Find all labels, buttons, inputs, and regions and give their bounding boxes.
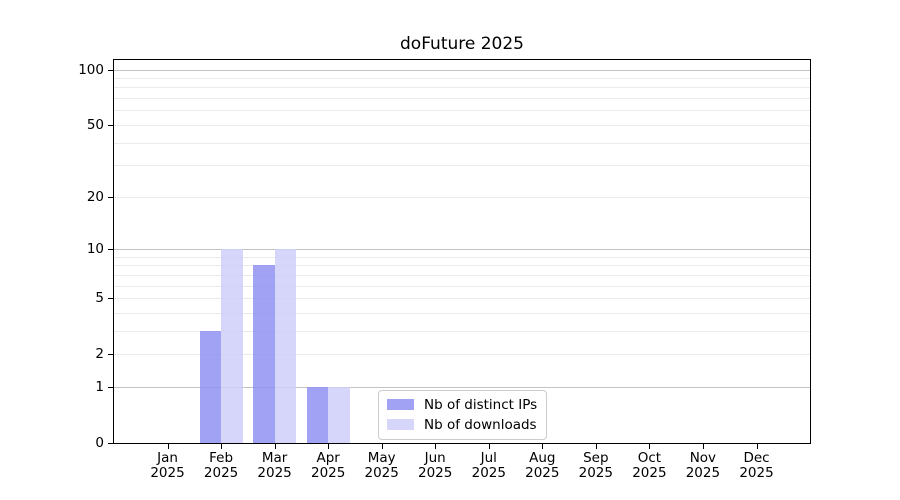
minor-gridline — [114, 330, 810, 332]
minor-gridline — [114, 285, 810, 287]
legend-swatch-distinct-ips — [387, 399, 414, 410]
x-axis-tick-label: May 2025 — [350, 451, 414, 481]
month-label: Mar — [261, 450, 288, 466]
month-label: Aug — [529, 450, 556, 466]
y-axis-tick — [108, 124, 113, 126]
year-label: 2025 — [311, 465, 346, 481]
x-axis-tick — [702, 444, 704, 449]
year-label: 2025 — [471, 465, 506, 481]
year-label: 2025 — [203, 465, 239, 481]
y-axis-tick — [108, 249, 113, 250]
month-label: Jun — [424, 450, 446, 466]
legend-entry-downloads: Nb of downloads — [387, 416, 537, 433]
bar-downloads-apr — [328, 386, 350, 443]
y-axis-tick-label: 0 — [95, 435, 104, 451]
month-label: Feb — [209, 450, 234, 466]
y-axis-tick-label: 50 — [86, 116, 104, 133]
x-axis-tick — [328, 444, 330, 449]
y-axis-tick — [108, 69, 113, 71]
bar-distinct-ips-feb — [199, 330, 222, 443]
y-axis-tick-label: 2 — [95, 346, 104, 363]
year-label: 2025 — [632, 465, 667, 481]
legend-label-downloads: Nb of downloads — [424, 416, 537, 433]
legend-entry-distinct-ips: Nb of distinct IPs — [387, 396, 537, 413]
minor-gridline — [114, 110, 810, 112]
y-axis-tick — [108, 443, 113, 444]
x-axis-tick — [542, 444, 544, 449]
x-axis-tick-label: Jan 2025 — [136, 451, 200, 481]
x-axis-tick — [435, 444, 437, 449]
minor-gridline — [114, 87, 810, 89]
x-axis-tick — [488, 444, 490, 449]
year-label: 2025 — [418, 465, 453, 481]
minor-gridline — [114, 265, 810, 267]
y-axis-tick — [108, 354, 113, 356]
year-label: 2025 — [364, 465, 399, 481]
bar-downloads-mar — [274, 249, 297, 443]
minor-gridline — [114, 98, 810, 100]
x-axis-tick — [167, 444, 169, 449]
month-label: Jan — [157, 450, 178, 466]
month-label: Oct — [637, 450, 662, 466]
minor-gridline — [114, 165, 810, 167]
y-axis-tick — [108, 196, 113, 198]
x-axis-tick — [274, 444, 276, 449]
legend-label-distinct-ips: Nb of distinct IPs — [424, 396, 538, 413]
y-axis-tick-label: 5 — [95, 290, 104, 306]
y-axis-tick-label: 20 — [86, 188, 104, 205]
major-gridline — [114, 386, 810, 388]
y-axis-tick-label: 100 — [78, 61, 104, 78]
y-axis-tick — [108, 298, 113, 299]
minor-gridline — [114, 298, 810, 299]
bar-distinct-ips-mar — [253, 265, 275, 443]
x-axis-tick-label: Dec 2025 — [725, 451, 789, 481]
y-axis-tick-label: 1 — [95, 378, 104, 395]
y-axis-tick — [108, 386, 113, 388]
major-gridline — [114, 249, 810, 250]
x-axis-tick — [381, 444, 383, 449]
minor-gridline — [114, 142, 810, 144]
month-label: May — [367, 450, 396, 466]
month-label: Jul — [480, 450, 497, 466]
x-axis-tick-label: Apr 2025 — [296, 451, 360, 481]
month-label: Sep — [583, 450, 609, 466]
minor-gridline — [114, 354, 810, 356]
month-label: Apr — [316, 450, 340, 466]
minor-gridline — [114, 78, 810, 79]
x-axis-tick — [756, 444, 758, 449]
x-axis-tick-label: Mar 2025 — [243, 451, 307, 481]
month-label: Nov — [689, 450, 717, 466]
minor-gridline — [114, 256, 810, 258]
y-axis-tick-label: 10 — [86, 241, 104, 257]
major-gridline — [114, 69, 810, 71]
year-label: 2025 — [685, 465, 721, 481]
year-label: 2025 — [739, 465, 774, 481]
chart-title: doFuture 2025 — [400, 34, 524, 54]
minor-gridline — [114, 274, 810, 276]
minor-gridline — [114, 124, 810, 126]
year-label: 2025 — [150, 465, 185, 481]
minor-gridline — [114, 312, 810, 314]
year-label: 2025 — [257, 465, 292, 481]
x-axis-tick — [595, 444, 597, 449]
year-label: 2025 — [578, 465, 613, 481]
bar-distinct-ips-apr — [306, 386, 329, 443]
x-axis-tick-label: Aug 2025 — [510, 451, 574, 481]
x-axis-tick-label: Jun 2025 — [403, 451, 467, 481]
x-axis-tick-label: Nov 2025 — [671, 451, 735, 481]
x-axis-tick-label: Oct 2025 — [617, 451, 681, 481]
minor-gridline — [114, 196, 810, 198]
x-axis-tick — [649, 444, 651, 449]
legend-swatch-downloads — [387, 419, 414, 430]
x-axis-tick-label: Jul 2025 — [457, 451, 521, 481]
plot-area: Nb of distinct IPs Nb of downloads — [113, 59, 811, 444]
legend: Nb of distinct IPs Nb of downloads — [378, 390, 548, 440]
x-axis-tick — [221, 444, 223, 449]
x-axis-tick-label: Sep 2025 — [564, 451, 628, 481]
month-label: Dec — [743, 450, 770, 466]
bar-downloads-feb — [221, 249, 243, 443]
x-axis-tick-label: Feb 2025 — [189, 451, 253, 481]
year-label: 2025 — [525, 465, 560, 481]
